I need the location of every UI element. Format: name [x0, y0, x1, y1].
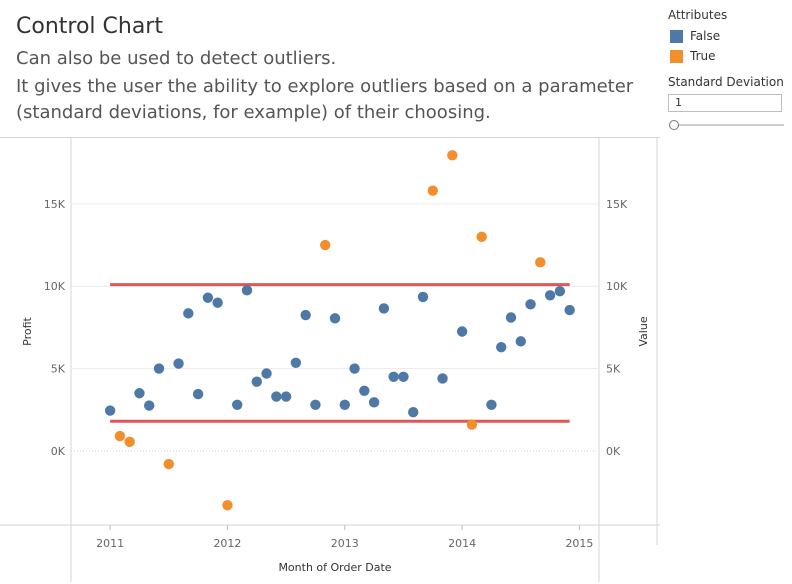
legend-label-true: True	[690, 49, 716, 63]
outlier-point[interactable]	[163, 458, 174, 470]
page-title: Control Chart	[16, 14, 163, 39]
data-point[interactable]	[153, 363, 165, 374]
data-point[interactable]	[398, 371, 409, 382]
legend-swatch-true	[670, 49, 683, 63]
outlier-point[interactable]	[320, 239, 331, 251]
data-point[interactable]	[329, 313, 341, 324]
std-dev-slider-handle[interactable]	[669, 120, 679, 130]
data-point[interactable]	[368, 397, 380, 408]
subtitle-line-1: Can also be used to detect outliers.	[16, 48, 337, 69]
data-point[interactable]	[183, 308, 194, 319]
y-tick-label-right: 5K	[606, 363, 621, 376]
subtitle-line-2: It gives the user the ability to explore…	[16, 76, 634, 97]
outlier-point[interactable]	[476, 231, 487, 243]
data-point[interactable]	[212, 297, 223, 308]
outlier-point[interactable]	[466, 419, 478, 430]
data-point[interactable]	[310, 399, 321, 410]
data-point[interactable]	[378, 303, 390, 314]
y-tick-label-left: 5K	[51, 363, 66, 376]
outlier-point[interactable]	[124, 436, 135, 448]
data-point[interactable]	[104, 405, 116, 416]
outlier-point[interactable]	[447, 150, 458, 161]
legend-label-false: False	[690, 29, 721, 43]
x-tick-label: 2013	[331, 537, 359, 550]
y-axis-title-left: Profit	[21, 316, 34, 345]
data-point[interactable]	[339, 399, 350, 410]
data-point[interactable]	[144, 400, 155, 411]
x-tick-label: 2011	[96, 537, 124, 550]
legend-item-true[interactable]: True	[668, 46, 727, 66]
y-tick-label-left: 15K	[44, 198, 66, 211]
y-tick-label-right: 0K	[606, 445, 621, 458]
data-point[interactable]	[271, 391, 282, 402]
parameter-title: Standard Deviation	[668, 75, 784, 89]
data-point[interactable]	[280, 391, 292, 402]
outlier-point[interactable]	[427, 185, 438, 196]
data-point[interactable]	[564, 304, 575, 316]
data-point[interactable]	[525, 299, 536, 310]
outlier-point[interactable]	[535, 257, 546, 268]
data-point[interactable]	[241, 285, 253, 296]
data-point[interactable]	[261, 368, 272, 379]
y-tick-label-left: 10K	[44, 280, 66, 293]
data-point[interactable]	[173, 358, 184, 369]
data-point[interactable]	[456, 326, 468, 337]
data-point[interactable]	[134, 388, 145, 399]
x-tick-label: 2015	[565, 537, 593, 550]
data-point[interactable]	[437, 373, 448, 384]
y-tick-label-left: 0K	[51, 445, 66, 458]
data-point[interactable]	[192, 388, 204, 400]
data-point[interactable]	[544, 290, 556, 301]
std-dev-input[interactable]: 1	[668, 94, 782, 112]
y-tick-label-right: 15K	[606, 198, 628, 211]
data-point[interactable]	[388, 371, 399, 382]
data-point[interactable]	[505, 312, 517, 323]
data-point[interactable]	[202, 292, 214, 303]
y-tick-label-right: 10K	[606, 280, 628, 293]
y-axis-title-right: Value	[637, 316, 650, 346]
data-point[interactable]	[251, 376, 262, 387]
data-point[interactable]	[554, 285, 566, 297]
data-point[interactable]	[417, 291, 429, 303]
data-point[interactable]	[232, 399, 243, 410]
outlier-point[interactable]	[222, 500, 233, 511]
data-point[interactable]	[496, 341, 507, 353]
data-point[interactable]	[300, 309, 311, 321]
data-point[interactable]	[486, 399, 497, 410]
data-point[interactable]	[408, 406, 419, 418]
x-tick-label: 2012	[213, 537, 241, 550]
legend-item-false[interactable]: False	[668, 26, 727, 46]
data-point[interactable]	[359, 385, 370, 396]
legend-title: Attributes	[668, 8, 728, 22]
legend-swatch-false	[670, 29, 683, 43]
std-dev-slider-track[interactable]	[674, 124, 784, 126]
x-axis-title: Month of Order Date	[278, 561, 391, 574]
x-tick-label: 2014	[448, 537, 476, 550]
data-point[interactable]	[349, 363, 360, 374]
color-legend: Attributes False True	[668, 8, 727, 66]
data-point[interactable]	[290, 357, 302, 368]
title-divider	[0, 137, 660, 138]
subtitle-line-3: (standard deviations, for example) of th…	[16, 102, 491, 123]
outlier-point[interactable]	[114, 430, 126, 442]
data-point[interactable]	[515, 336, 526, 347]
